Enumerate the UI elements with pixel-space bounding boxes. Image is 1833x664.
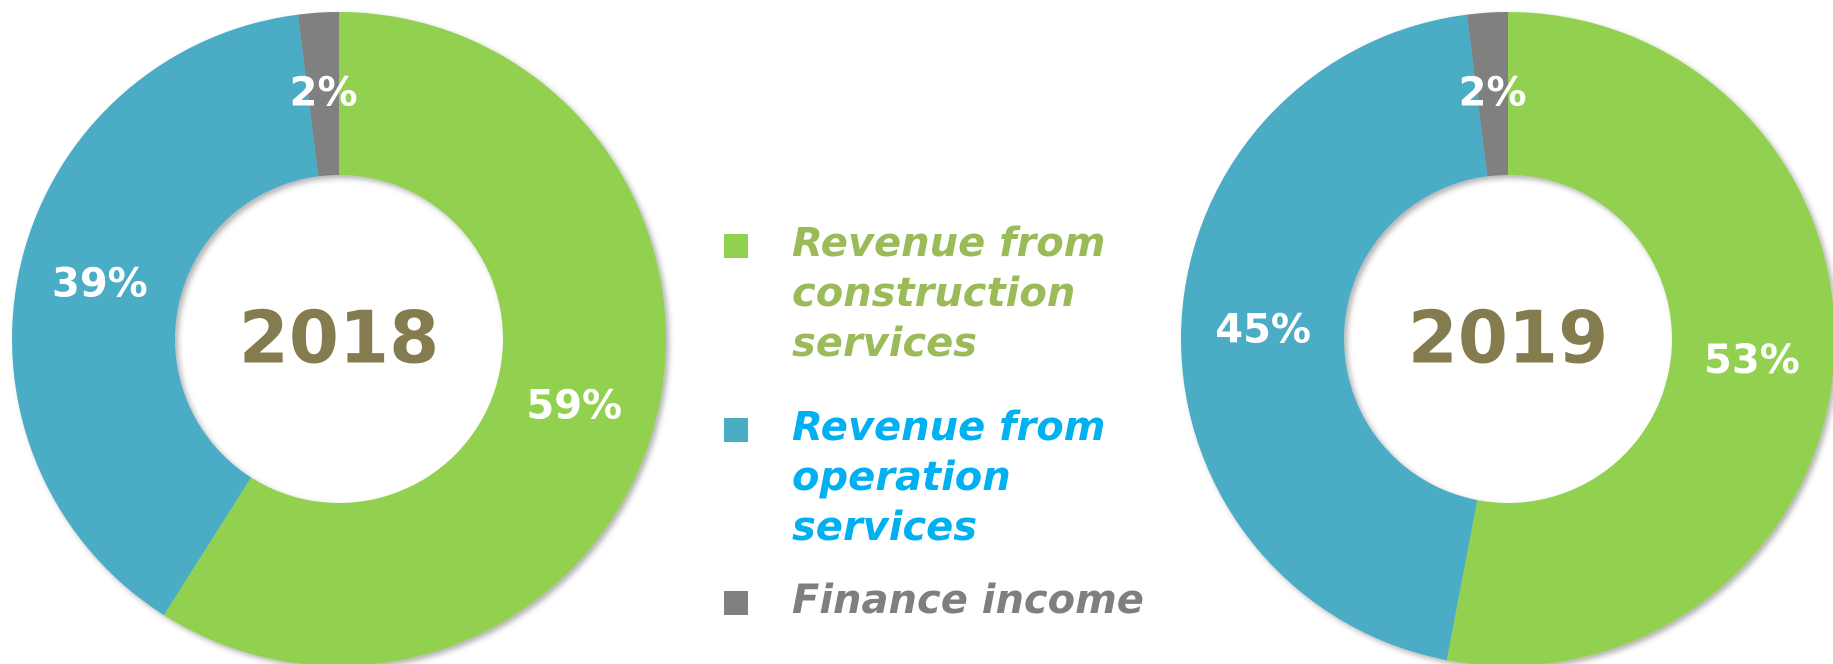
legend-label: Finance income xyxy=(792,577,1144,623)
value-label: 53% xyxy=(1704,337,1800,383)
slice xyxy=(1446,12,1833,664)
value-label: 59% xyxy=(526,382,622,428)
legend-swatch xyxy=(724,418,748,442)
slice xyxy=(163,12,666,664)
legend-item: Finance income xyxy=(724,575,1152,625)
slice xyxy=(1181,14,1488,661)
legend-swatch xyxy=(724,591,748,615)
slice xyxy=(1467,12,1508,177)
slice xyxy=(12,14,319,616)
value-label: 2% xyxy=(290,69,358,115)
legend-item: Revenue from operation services xyxy=(724,402,1152,552)
chart-title: 2018 xyxy=(239,296,439,380)
chart-title: 2019 xyxy=(1408,296,1608,380)
value-label: 2% xyxy=(1459,69,1527,115)
donut xyxy=(12,12,666,664)
legend-swatch xyxy=(724,234,748,258)
legend-label: Revenue from operation services xyxy=(792,404,1106,550)
donut xyxy=(1181,12,1833,664)
value-label: 45% xyxy=(1215,306,1311,352)
legend-item: Revenue from construction services xyxy=(724,218,1152,368)
slice xyxy=(298,12,339,177)
value-label: 39% xyxy=(52,261,148,307)
legend-label: Revenue from construction services xyxy=(792,220,1106,366)
